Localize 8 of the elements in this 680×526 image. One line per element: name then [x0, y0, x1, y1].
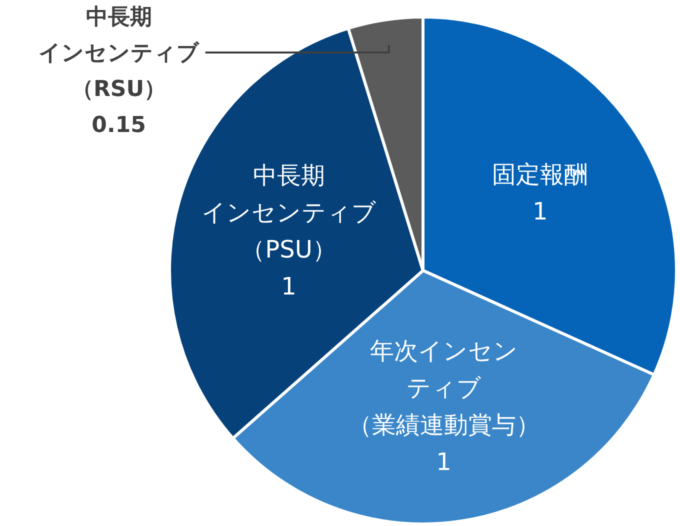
data-label: 1	[281, 272, 296, 300]
data-label: 1	[532, 198, 548, 226]
slice-label: 固定報酬	[492, 160, 588, 189]
slice-label: 中長期インセンティブ（RSU）	[38, 5, 200, 102]
data-label: 1	[436, 448, 452, 476]
slice-label: 中長期インセンティブ（PSU）	[201, 161, 376, 264]
slice-label: 年次インセンティブ（業績連動賞与）	[348, 337, 540, 440]
data-label: 0.15	[92, 113, 146, 138]
